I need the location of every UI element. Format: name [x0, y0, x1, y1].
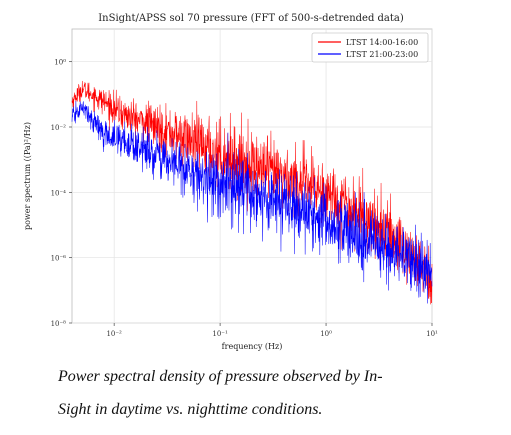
x-tick-label: 10⁻¹ — [212, 330, 228, 338]
plot-area — [71, 28, 433, 324]
psd-chart: InSight/APSS sol 70 pressure (FFT of 500… — [23, 13, 438, 351]
figure-caption: Power spectral density of pressure obser… — [58, 360, 478, 426]
legend: LTST 14:00-16:00 LTST 21:00-23:00 — [311, 32, 429, 63]
y-axis-label: power spectrum ((Pa)²/Hz) — [23, 122, 32, 230]
x-axis-ticks: 10⁻² 10⁻¹ 10⁰ 10¹ — [106, 323, 438, 338]
y-tick-label: 10⁻⁴ — [51, 189, 67, 197]
grid — [72, 29, 433, 324]
y-tick-label: 10⁻² — [51, 124, 67, 132]
series-line-night — [71, 101, 433, 304]
x-tick-label: 10⁻² — [106, 330, 122, 338]
chart-title: InSight/APSS sol 70 pressure (FFT of 500… — [98, 13, 404, 24]
legend-box — [311, 32, 429, 63]
legend-label-night: LTST 21:00-23:00 — [346, 50, 418, 59]
y-tick-label: 10⁻⁶ — [51, 255, 67, 263]
caption-line-2: Sight in daytime vs. nighttime condition… — [58, 401, 323, 418]
y-axis-ticks: 10⁰ 10⁻² 10⁻⁴ 10⁻⁶ 10⁻⁸ — [51, 59, 72, 328]
x-tick-label: 10⁰ — [320, 330, 332, 338]
legend-label-day: LTST 14:00-16:00 — [346, 38, 418, 47]
caption-line-1: Power spectral density of pressure obser… — [58, 368, 383, 385]
y-tick-label: 10⁰ — [54, 59, 66, 67]
x-axis-label: frequency (Hz) — [222, 342, 283, 351]
x-tick-label: 10¹ — [426, 330, 438, 338]
series-layer — [71, 80, 433, 305]
y-tick-label: 10⁻⁸ — [51, 320, 67, 328]
